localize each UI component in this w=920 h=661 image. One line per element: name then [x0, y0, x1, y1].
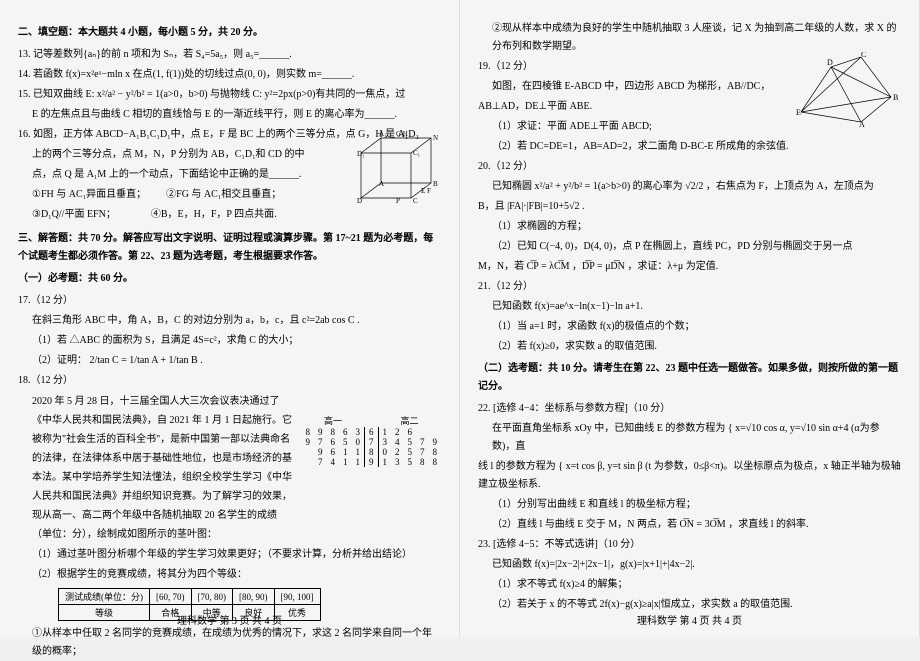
svg-text:G H: G H — [396, 130, 408, 138]
q16-opts2: ③D₁Q//平面 EFN； ④B，E，H，F，P 四点共面. — [18, 206, 441, 224]
page-4: ②现从样本中成绩为良好的学生中随机抽取 3 人座谈，记 X 为抽到高二年级的人数… — [460, 0, 920, 637]
svg-text:D₁: D₁ — [357, 150, 365, 158]
q22: 22. [选修 4−4：坐标系与参数方程]（10 分） — [478, 400, 901, 418]
q18-a: 2020 年 5 月 28 日，十三届全国人大三次会议表决通过了《中华人民共和国… — [18, 392, 294, 544]
q20-a: 已知椭圆 x²/a² + y²/b² = 1(a>b>0) 的离心率为 √2/2… — [478, 178, 901, 196]
q14: 14. 若函数 f(x)=x²eˣ−mln x 在点(1, f(1))处的切线过… — [18, 66, 441, 84]
q21: 21.（12 分） — [478, 278, 901, 296]
q15-c: E 的左焦点且与曲线 C 相切的直线恰与 E 的一渐近线平行，则 E 的离心率为… — [18, 106, 441, 124]
svg-text:E: E — [796, 108, 801, 117]
q23-1: （1）求不等式 f(x)≥4 的解集； — [478, 576, 901, 594]
footer-3: 理科数学 第 3 页 共 4 页 — [0, 612, 459, 627]
svg-text:E F: E F — [421, 187, 431, 195]
q20-1: （1）求椭圆的方程； — [478, 218, 901, 236]
q18-3: ①从样本中任取 2 名同学的竞赛成绩，在成绩为优秀的情况下，求这 2 名同学来自… — [18, 625, 441, 661]
svg-text:A: A — [859, 120, 865, 127]
q19-2: （2）若 DC=DE=1，AB=AD=2，求二面角 D-BC-E 所成角的余弦值… — [478, 138, 901, 156]
q20-b: B，且 |FA|·|FB|=10+5√2 . — [478, 198, 901, 216]
q20-2: （2）已知 C(−4, 0)，D(4, 0)，点 P 在椭圆上，直线 PC，PD… — [478, 238, 901, 256]
svg-text:A: A — [379, 180, 384, 188]
q21-1: （1）当 a=1 时，求函数 f(x)的极值点的个数； — [478, 318, 901, 336]
svg-text:C: C — [861, 52, 866, 59]
svg-text:D: D — [357, 197, 362, 205]
req-title: （一）必考题：共 60 分。 — [18, 270, 441, 288]
q20: 20.（12 分） — [478, 158, 901, 176]
svg-text:N: N — [433, 134, 438, 142]
footer-4: 理科数学 第 4 页 共 4 页 — [460, 612, 919, 627]
svg-text:C₁: C₁ — [413, 149, 420, 157]
q20-3: M，N，若 C͞P = λC͞M ，D͞P = μD͞N ，求证：λ+μ 为定值… — [478, 258, 901, 276]
q18-1: （1）通过茎叶图分析哪个年级的学生学习效果更好；（不要求计算，分析并给出结论） — [18, 546, 441, 564]
q18-4: ②现从样本中成绩为良好的学生中随机抽取 3 人座谈，记 X 为抽到高二年级的人数… — [478, 20, 901, 56]
svg-text:C: C — [413, 197, 418, 205]
svg-text:B: B — [893, 93, 898, 102]
svg-text:A₁: A₁ — [379, 130, 387, 138]
q17-1: （1）若 △ABC 的面积为 S，且满足 4S=c²，求角 C 的大小； — [18, 332, 441, 350]
q15-a: 15. 已知双曲线 E: x²/a² − y²/b² = 1(a>0，b>0) … — [18, 86, 441, 104]
q17-a: 在斜三角形 ABC 中，角 A，B，C 的对边分别为 a，b，c，且 c²=2a… — [18, 312, 441, 330]
q23-a: 已知函数 f(x)=|2x−2|+|2x−1|，g(x)=|x+1|+|4x−2… — [478, 556, 901, 574]
q18: 18.（12 分） — [18, 372, 441, 390]
q22-a: 在平面直角坐标系 xOy 中，已知曲线 E 的参数方程为 { x=√10 cos… — [478, 420, 901, 456]
q22-1: （1）分别写出曲线 E 和直线 l 的极坐标方程； — [478, 496, 901, 514]
q22-b: 线 l 的参数方程为 { x=t cos β, y=t sin β (t 为参数… — [478, 458, 901, 494]
fill-title: 二、填空题：本大题共 4 小题，每小题 5 分，共 20 分。 — [18, 24, 441, 42]
solve-title: 三、解答题：共 70 分。解答应写出文字说明、证明过程或演算步骤。第 17~21… — [18, 230, 441, 266]
q18-block: 2020 年 5 月 28 日，十三届全国人大三次会议表决通过了《中华人民共和国… — [18, 392, 441, 546]
page-3: 二、填空题：本大题共 4 小题，每小题 5 分，共 20 分。 13. 记等差数… — [0, 0, 460, 637]
svg-text:P: P — [396, 197, 400, 205]
q23: 23. [选修 4−5：不等式选讲]（10 分） — [478, 536, 901, 554]
q17: 17.（12 分） — [18, 292, 441, 310]
q22-2: （2）直线 l 与曲线 E 交于 M，N 两点，若 O͞N = 3O͞M ，求直… — [478, 516, 901, 534]
stem-leaf: 高一高二 898636126 97650734579 9611802578 74… — [302, 410, 442, 546]
q21-a: 已知函数 f(x)=ae^x−ln(x−1)−ln a+1. — [478, 298, 901, 316]
q18-2: （2）根据学生的竞赛成绩，将其分为四个等级： — [18, 566, 441, 584]
cube-figure: D₁ C₁ A₁ N D C A B P E F G H — [351, 128, 441, 208]
svg-text:D: D — [827, 58, 833, 67]
q13: 13. 记等差数列{aₙ}的前 n 项和为 Sₙ，若 S₄=5a₅，则 a₅=_… — [18, 46, 441, 64]
opt-title: （二）选考题：共 10 分。请考生在第 22、23 题中任选一题做答。如果多做，… — [478, 360, 901, 396]
tetrahedron-figure: E A B C D — [791, 52, 901, 127]
q17-2: （2）证明： 2/tan C = 1/tan A + 1/tan B . — [18, 352, 441, 370]
q21-2: （2）若 f(x)≥0，求实数 a 的取值范围. — [478, 338, 901, 356]
svg-text:B: B — [433, 180, 438, 188]
